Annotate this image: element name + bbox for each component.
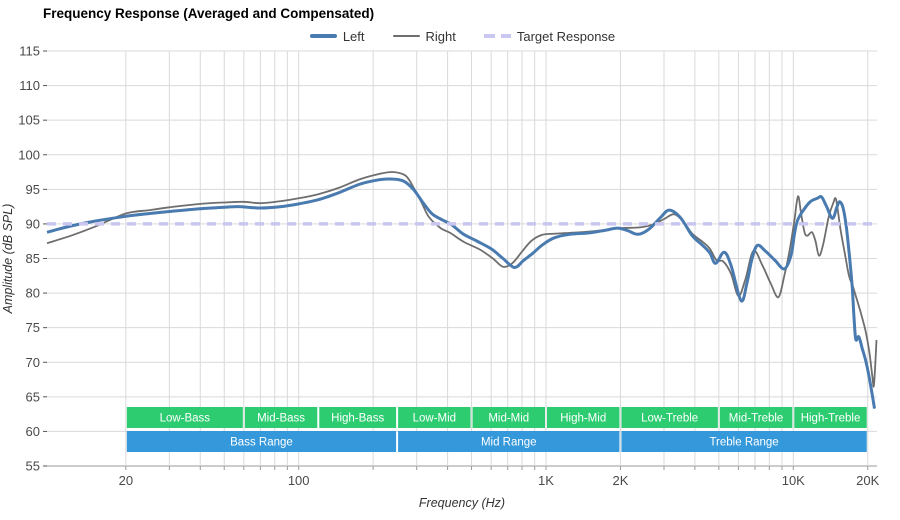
y-tick-label-80: 80 <box>26 286 40 301</box>
band-low-bass[interactable] <box>126 407 243 428</box>
band-mid-treble[interactable] <box>719 407 793 428</box>
chart-legend: Left Right Target Response <box>47 27 878 45</box>
left-line-swatch <box>309 34 337 38</box>
band-mid-mid[interactable] <box>472 407 545 428</box>
band-mid-mid-label: Mid-Mid <box>488 413 529 425</box>
band-bass-range-label: Bass Range <box>230 437 293 449</box>
band-high-bass[interactable] <box>319 407 397 428</box>
band-low-treble-label: Low-Treble <box>641 413 698 425</box>
band-treble-range[interactable] <box>621 431 867 452</box>
x-tick-label-20K: 20K <box>856 473 879 488</box>
band-high-mid-label: High-Mid <box>560 413 606 425</box>
band-bass-range[interactable] <box>126 431 397 452</box>
x-tick-label-2K: 2K <box>612 473 628 488</box>
x-tick-label-20: 20 <box>119 473 133 488</box>
band-treble-range-label: Treble Range <box>709 437 778 449</box>
y-tick-label-110: 110 <box>19 78 40 93</box>
y-tick-label-65: 65 <box>26 389 40 404</box>
y-tick-label-75: 75 <box>26 320 40 335</box>
x-axis-title: Frequency (Hz) <box>419 496 505 510</box>
legend-label-right: Right <box>425 28 456 44</box>
y-tick-label-70: 70 <box>26 355 40 370</box>
band-low-bass-label: Low-Bass <box>160 413 211 425</box>
y-tick-label-55: 55 <box>26 459 40 474</box>
band-mid-range-label: Mid Range <box>481 437 537 449</box>
band-low-mid-label: Low-Mid <box>413 413 456 425</box>
y-tick-label-115: 115 <box>19 44 40 59</box>
band-high-treble-label: High-Treble <box>801 413 861 425</box>
band-high-bass-label: High-Bass <box>331 413 384 425</box>
x-tick-label-1K: 1K <box>538 473 554 488</box>
y-tick-label-85: 85 <box>26 251 40 266</box>
chart-title: Frequency Response (Averaged and Compens… <box>43 6 375 21</box>
x-tick-label-10K: 10K <box>782 473 805 488</box>
right-curve <box>46 171 878 388</box>
y-axis-title: Amplitude (dB SPL) <box>1 204 15 315</box>
band-mid-bass[interactable] <box>244 407 318 428</box>
x-tick-label-100: 100 <box>288 473 310 488</box>
band-low-mid[interactable] <box>398 407 471 428</box>
right-line-swatch <box>392 35 420 37</box>
band-low-treble[interactable] <box>621 407 718 428</box>
y-tick-label-60: 60 <box>26 424 40 439</box>
y-tick-label-90: 90 <box>26 216 40 231</box>
y-tick-label-105: 105 <box>18 113 40 128</box>
legend-item-left[interactable]: Left <box>309 28 365 44</box>
band-high-treble[interactable] <box>794 407 867 428</box>
y-tick-label-100: 100 <box>18 147 40 162</box>
band-mid-range[interactable] <box>398 431 620 452</box>
legend-item-target[interactable]: Target Response <box>483 28 616 44</box>
band-mid-bass-label: Mid-Bass <box>257 413 305 425</box>
band-high-mid[interactable] <box>546 407 620 428</box>
left-curve <box>46 177 876 409</box>
y-tick-label-95: 95 <box>26 182 40 197</box>
legend-label-left: Left <box>342 28 365 44</box>
legend-item-right[interactable]: Right <box>392 28 456 44</box>
legend-label-target: Target Response <box>516 28 616 44</box>
target-line-swatch <box>483 34 511 38</box>
band-mid-treble-label: Mid-Treble <box>729 413 784 425</box>
